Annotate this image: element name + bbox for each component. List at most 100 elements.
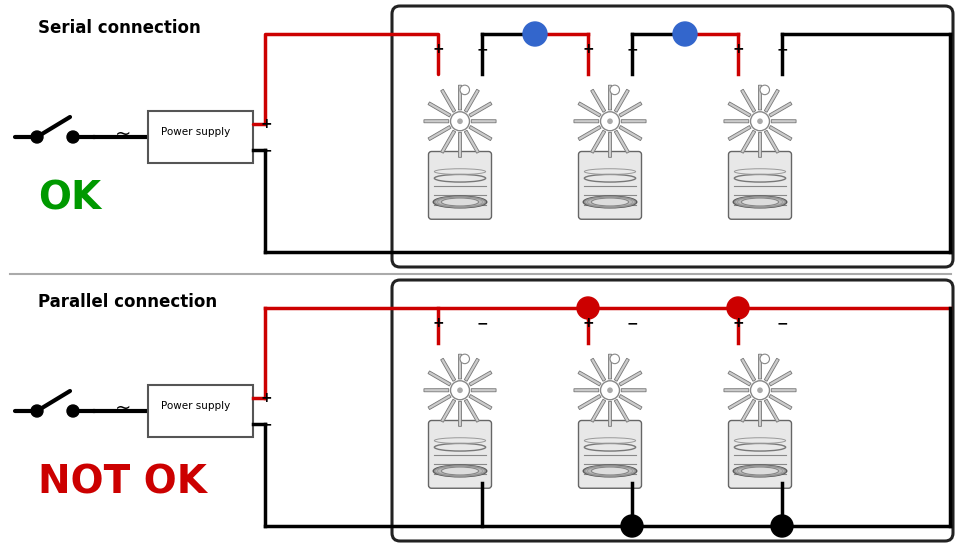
Text: +: + bbox=[261, 391, 273, 405]
Polygon shape bbox=[428, 395, 451, 409]
Ellipse shape bbox=[441, 467, 479, 475]
FancyBboxPatch shape bbox=[728, 420, 792, 488]
Polygon shape bbox=[622, 389, 646, 392]
Text: +: + bbox=[261, 117, 273, 131]
Text: −: − bbox=[261, 417, 273, 431]
Circle shape bbox=[457, 118, 463, 124]
Text: −: − bbox=[477, 316, 488, 330]
Ellipse shape bbox=[733, 465, 787, 477]
Polygon shape bbox=[471, 389, 496, 392]
Text: +: + bbox=[582, 42, 594, 56]
Circle shape bbox=[577, 297, 599, 319]
Polygon shape bbox=[441, 130, 456, 153]
FancyBboxPatch shape bbox=[148, 111, 253, 163]
Polygon shape bbox=[574, 389, 599, 392]
Polygon shape bbox=[741, 130, 755, 153]
Circle shape bbox=[673, 22, 697, 46]
Polygon shape bbox=[428, 102, 451, 117]
Polygon shape bbox=[741, 89, 755, 112]
Polygon shape bbox=[614, 89, 629, 112]
Polygon shape bbox=[728, 125, 751, 141]
Polygon shape bbox=[772, 119, 796, 123]
Polygon shape bbox=[728, 371, 751, 386]
Circle shape bbox=[727, 297, 749, 319]
FancyBboxPatch shape bbox=[429, 151, 491, 219]
Polygon shape bbox=[608, 85, 611, 110]
Circle shape bbox=[601, 381, 620, 399]
Polygon shape bbox=[469, 102, 492, 117]
Ellipse shape bbox=[591, 467, 628, 475]
Polygon shape bbox=[614, 358, 629, 381]
Polygon shape bbox=[441, 89, 456, 112]
Polygon shape bbox=[469, 371, 492, 386]
Text: −: − bbox=[627, 42, 638, 56]
Polygon shape bbox=[728, 395, 751, 409]
Ellipse shape bbox=[733, 196, 787, 208]
Polygon shape bbox=[608, 354, 611, 379]
Polygon shape bbox=[591, 89, 605, 112]
Text: NOT OK: NOT OK bbox=[38, 464, 207, 502]
Polygon shape bbox=[724, 389, 749, 392]
Circle shape bbox=[460, 354, 470, 364]
Polygon shape bbox=[769, 395, 792, 409]
Circle shape bbox=[31, 405, 43, 417]
Text: +: + bbox=[432, 42, 444, 56]
Polygon shape bbox=[758, 85, 761, 110]
Polygon shape bbox=[741, 399, 755, 423]
Circle shape bbox=[607, 118, 613, 124]
Text: +: + bbox=[732, 42, 744, 56]
FancyBboxPatch shape bbox=[148, 385, 253, 437]
Polygon shape bbox=[608, 133, 611, 157]
Text: +: + bbox=[732, 316, 744, 330]
FancyBboxPatch shape bbox=[728, 151, 792, 219]
Polygon shape bbox=[758, 402, 761, 426]
Text: −: − bbox=[776, 42, 788, 56]
Polygon shape bbox=[458, 85, 461, 110]
Circle shape bbox=[760, 354, 770, 364]
Text: +: + bbox=[582, 316, 594, 330]
Text: −: − bbox=[776, 316, 788, 330]
Ellipse shape bbox=[583, 465, 636, 477]
Polygon shape bbox=[619, 102, 642, 117]
Circle shape bbox=[757, 387, 763, 393]
Polygon shape bbox=[464, 89, 480, 112]
Text: Parallel connection: Parallel connection bbox=[38, 293, 217, 311]
FancyBboxPatch shape bbox=[429, 420, 491, 488]
Polygon shape bbox=[458, 354, 461, 379]
Circle shape bbox=[31, 131, 43, 143]
Polygon shape bbox=[441, 399, 456, 423]
Ellipse shape bbox=[433, 196, 486, 208]
Polygon shape bbox=[741, 358, 755, 381]
Circle shape bbox=[757, 118, 763, 124]
Circle shape bbox=[621, 515, 643, 537]
Text: −: − bbox=[627, 316, 638, 330]
Polygon shape bbox=[578, 371, 601, 386]
Text: Power supply: Power supply bbox=[160, 127, 230, 137]
Polygon shape bbox=[591, 358, 605, 381]
Polygon shape bbox=[769, 125, 792, 141]
Polygon shape bbox=[608, 402, 611, 426]
Polygon shape bbox=[458, 133, 461, 157]
Polygon shape bbox=[728, 102, 751, 117]
FancyBboxPatch shape bbox=[392, 6, 953, 267]
Circle shape bbox=[607, 387, 613, 393]
Polygon shape bbox=[614, 399, 629, 423]
Polygon shape bbox=[772, 389, 796, 392]
Text: OK: OK bbox=[38, 180, 101, 218]
Text: ~: ~ bbox=[114, 398, 132, 418]
Polygon shape bbox=[578, 395, 601, 409]
Polygon shape bbox=[574, 119, 599, 123]
Ellipse shape bbox=[591, 198, 628, 206]
Polygon shape bbox=[578, 125, 601, 141]
Polygon shape bbox=[764, 130, 779, 153]
Text: +: + bbox=[432, 316, 444, 330]
Polygon shape bbox=[458, 402, 461, 426]
Circle shape bbox=[457, 387, 463, 393]
Polygon shape bbox=[428, 125, 451, 141]
Ellipse shape bbox=[441, 198, 479, 206]
Text: ~: ~ bbox=[114, 124, 132, 144]
Polygon shape bbox=[614, 130, 629, 153]
Circle shape bbox=[460, 85, 470, 95]
Polygon shape bbox=[724, 119, 749, 123]
Polygon shape bbox=[764, 358, 779, 381]
